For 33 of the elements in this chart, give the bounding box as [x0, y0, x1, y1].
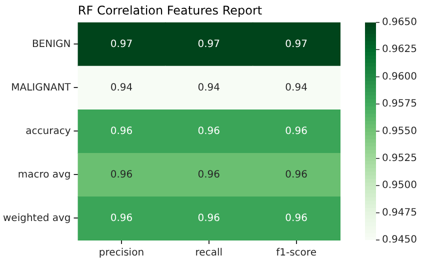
color-bar-label: 0.9550	[382, 126, 417, 137]
chart-title: RF Correlation Features Report	[78, 3, 262, 18]
data-label: 0.94	[285, 82, 308, 94]
y-tick-label: accuracy	[26, 126, 71, 137]
x-tick-label: f1-score	[276, 248, 316, 259]
data-label: 0.96	[285, 169, 308, 180]
color-bar-label: 0.9500	[382, 180, 417, 192]
y-tick-label: BENIGN	[32, 38, 71, 50]
data-label: 0.96	[110, 212, 133, 224]
data-label: 0.97	[198, 38, 220, 50]
x-tick-label: precision	[98, 248, 144, 259]
data-label: 0.96	[198, 212, 220, 224]
data-label: 0.96	[198, 169, 220, 180]
color-bar-label: 0.9525	[382, 152, 417, 164]
data-label: 0.96	[285, 126, 308, 137]
color-bar-label: 0.9650	[382, 16, 417, 28]
data-label: 0.97	[285, 38, 308, 50]
data-label: 0.96	[285, 212, 308, 224]
data-label: 0.94	[198, 82, 220, 94]
data-label: 0.94	[110, 82, 133, 94]
color-bar-label: 0.9575	[382, 98, 417, 110]
color-bar-label: 0.9600	[382, 71, 417, 82]
x-tick-label: recall	[195, 248, 223, 259]
color-bar-label: 0.9475	[382, 207, 417, 218]
data-label: 0.96	[110, 169, 133, 180]
y-tick-label: macro avg	[18, 169, 71, 180]
data-label: 0.96	[110, 126, 133, 137]
y-tick-label: MALIGNANT	[11, 82, 72, 94]
data-label: 0.97	[110, 38, 133, 50]
color-bar-label: 0.9625	[382, 44, 417, 56]
y-tick-label: weighted avg	[2, 212, 71, 224]
color-bar-label: 0.9450	[382, 234, 417, 246]
data-label: 0.96	[198, 126, 220, 137]
